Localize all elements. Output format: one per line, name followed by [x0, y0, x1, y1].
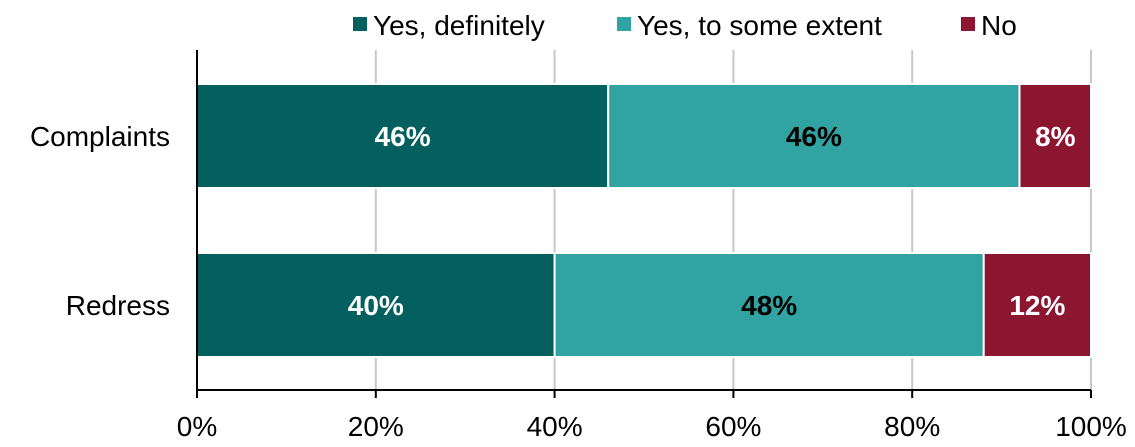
x-tick-label: 100%	[1055, 411, 1127, 442]
bars: 46% 46% 8% 40% 48% 12%	[196, 83, 1092, 358]
x-tick-label: 20%	[348, 411, 404, 442]
x-tick-label: 80%	[884, 411, 940, 442]
bar-segment	[196, 252, 556, 358]
category-label: Complaints	[30, 121, 170, 152]
data-label: 12%	[1009, 290, 1065, 321]
bar-segment	[196, 83, 610, 189]
bar-segment	[607, 83, 1021, 189]
data-label: 48%	[741, 290, 797, 321]
bar-segment	[553, 252, 985, 358]
legend-label: No	[981, 10, 1017, 41]
bar-segment	[1018, 83, 1092, 189]
data-label: 8%	[1035, 121, 1076, 152]
legend-label: Yes, definitely	[373, 10, 545, 41]
axes: Complaints Redress 0% 20% 40% 60% 80% 100%	[30, 50, 1127, 442]
data-label: 46%	[375, 121, 431, 152]
data-label: 40%	[348, 290, 404, 321]
legend-swatch	[961, 17, 975, 31]
category-label: Redress	[66, 290, 170, 321]
x-tick-label: 60%	[705, 411, 761, 442]
legend-swatch	[617, 17, 631, 31]
legend-swatch	[353, 17, 367, 31]
x-tick-label: 0%	[177, 411, 217, 442]
legend: Yes, definitely Yes, to some extent No	[353, 10, 1017, 41]
data-label: 46%	[786, 121, 842, 152]
legend-label: Yes, to some extent	[637, 10, 882, 41]
bar-segment	[982, 252, 1092, 358]
x-tick-label: 40%	[527, 411, 583, 442]
